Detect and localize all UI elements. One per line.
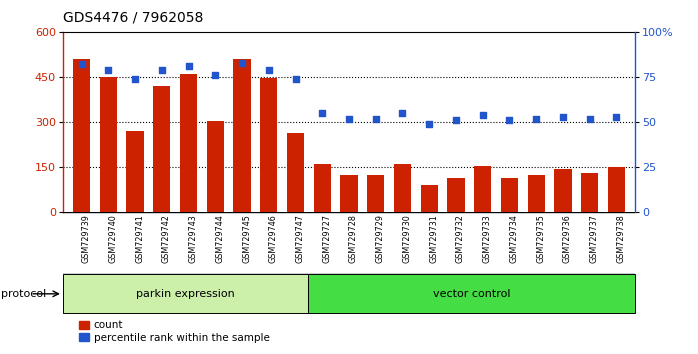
Text: GSM729745: GSM729745	[242, 214, 251, 263]
Text: GSM729735: GSM729735	[536, 214, 545, 263]
Bar	[500, 178, 518, 212]
Point	[103, 67, 114, 73]
Text: GSM729744: GSM729744	[215, 214, 224, 263]
Text: GSM729747: GSM729747	[295, 214, 304, 263]
Point	[558, 114, 569, 120]
Bar	[153, 86, 170, 212]
Point	[477, 112, 489, 118]
Point	[183, 63, 194, 69]
Bar	[447, 178, 465, 212]
Text: GSM729743: GSM729743	[188, 214, 198, 263]
Text: GSM729740: GSM729740	[108, 214, 117, 263]
Bar	[341, 175, 357, 212]
Text: GSM729731: GSM729731	[429, 214, 438, 263]
Legend: count, percentile rank within the sample: count, percentile rank within the sample	[75, 316, 274, 347]
Text: GSM729729: GSM729729	[376, 214, 385, 263]
Text: GSM729730: GSM729730	[403, 214, 412, 263]
Bar	[420, 185, 438, 212]
Text: vector control: vector control	[433, 289, 510, 299]
Text: GSM729746: GSM729746	[269, 214, 278, 263]
Bar	[367, 175, 385, 212]
Point	[156, 67, 168, 73]
Text: GSM729728: GSM729728	[349, 214, 358, 263]
Point	[584, 116, 595, 121]
Point	[424, 121, 435, 127]
Text: GSM729739: GSM729739	[82, 214, 91, 263]
Point	[611, 114, 622, 120]
Bar	[180, 74, 198, 212]
Bar	[528, 175, 545, 212]
Bar	[126, 131, 144, 212]
Text: protocol: protocol	[1, 289, 47, 299]
Point	[263, 67, 274, 73]
Bar	[233, 59, 251, 212]
Bar	[100, 77, 117, 212]
Text: GSM729742: GSM729742	[162, 214, 171, 263]
Text: GSM729733: GSM729733	[483, 214, 491, 263]
Text: parkin expression: parkin expression	[136, 289, 235, 299]
Text: GSM729734: GSM729734	[510, 214, 519, 263]
Text: GSM729732: GSM729732	[456, 214, 465, 263]
Bar	[608, 167, 625, 212]
Point	[450, 118, 461, 123]
Text: GSM729741: GSM729741	[135, 214, 144, 263]
Point	[504, 118, 515, 123]
Text: GDS4476 / 7962058: GDS4476 / 7962058	[63, 11, 203, 25]
Point	[530, 116, 542, 121]
Point	[370, 116, 381, 121]
Bar	[260, 79, 277, 212]
Bar	[308, 274, 635, 313]
Bar	[207, 121, 224, 212]
Bar	[394, 164, 411, 212]
Bar	[581, 173, 598, 212]
Bar	[287, 133, 304, 212]
Point	[397, 110, 408, 116]
Text: GSM729738: GSM729738	[616, 214, 625, 263]
Point	[237, 60, 248, 65]
Bar	[554, 169, 572, 212]
Bar	[313, 164, 331, 212]
Point	[129, 76, 140, 82]
Text: GSM729736: GSM729736	[563, 214, 572, 263]
Text: GSM729737: GSM729737	[590, 214, 599, 263]
Text: GSM729727: GSM729727	[322, 214, 332, 263]
Bar	[63, 274, 308, 313]
Point	[343, 116, 355, 121]
Bar	[474, 166, 491, 212]
Bar	[73, 59, 90, 212]
Point	[209, 72, 221, 78]
Point	[76, 62, 87, 67]
Point	[290, 76, 301, 82]
Point	[317, 110, 328, 116]
